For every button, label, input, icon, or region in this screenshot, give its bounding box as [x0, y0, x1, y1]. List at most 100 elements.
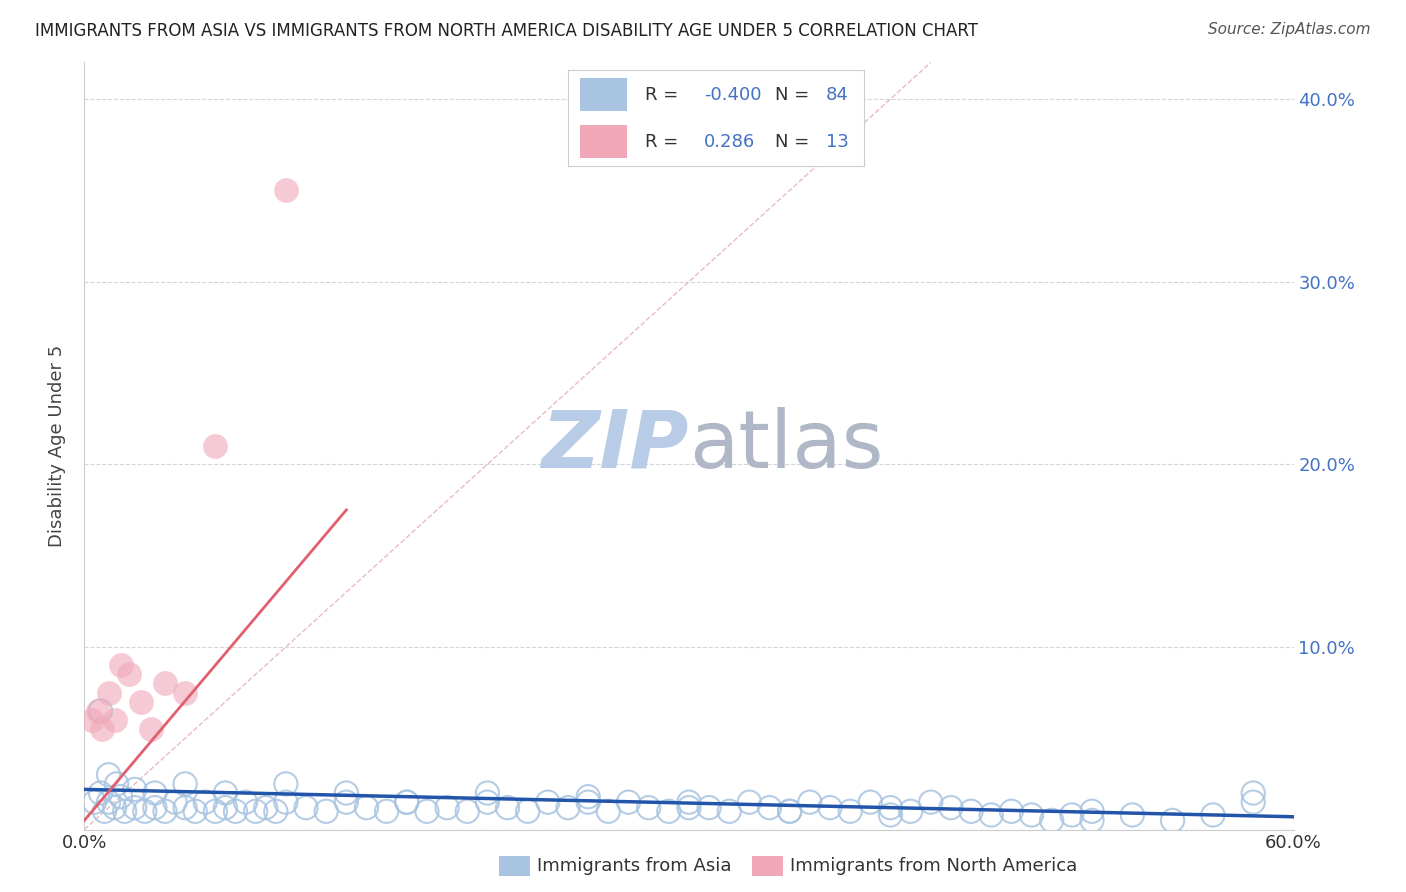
Point — [637, 800, 659, 814]
Point — [143, 786, 166, 800]
Point — [114, 805, 136, 819]
Point — [139, 722, 162, 736]
Point — [416, 805, 439, 819]
Point — [516, 805, 538, 819]
Point — [980, 808, 1002, 822]
Point — [697, 800, 720, 814]
Point — [153, 805, 176, 819]
Point — [718, 805, 741, 819]
Point — [758, 800, 780, 814]
Point — [678, 795, 700, 809]
Point — [93, 805, 115, 819]
Point — [91, 722, 114, 736]
Point — [295, 800, 318, 814]
Point — [1081, 805, 1104, 819]
Point — [274, 795, 297, 809]
Point — [598, 805, 620, 819]
Point — [274, 777, 297, 791]
Point — [104, 800, 127, 814]
Point — [124, 800, 146, 814]
Point — [274, 183, 297, 197]
Point — [264, 805, 287, 819]
Point — [83, 795, 105, 809]
Point — [1060, 808, 1083, 822]
Point — [87, 704, 110, 718]
Point — [97, 795, 120, 809]
Point — [1202, 808, 1225, 822]
Point — [839, 805, 862, 819]
Point — [174, 777, 197, 791]
Point — [110, 789, 132, 804]
Point — [879, 808, 901, 822]
Point — [204, 439, 226, 453]
Point — [799, 795, 821, 809]
Point — [118, 667, 141, 681]
Point — [335, 786, 357, 800]
Point — [1121, 808, 1143, 822]
Point — [537, 795, 560, 809]
Point — [97, 685, 120, 699]
Point — [920, 795, 942, 809]
Point — [1021, 808, 1043, 822]
Text: Immigrants from Asia: Immigrants from Asia — [537, 857, 731, 875]
Point — [939, 800, 962, 814]
Point — [335, 795, 357, 809]
Point — [194, 795, 217, 809]
Point — [617, 795, 640, 809]
Point — [960, 805, 983, 819]
Point — [859, 795, 882, 809]
Point — [477, 795, 499, 809]
Point — [557, 800, 579, 814]
Point — [879, 800, 901, 814]
Point — [678, 800, 700, 814]
Point — [395, 795, 418, 809]
Text: ZIP: ZIP — [541, 407, 689, 485]
Point — [245, 805, 267, 819]
Point — [1241, 786, 1264, 800]
Text: IMMIGRANTS FROM ASIA VS IMMIGRANTS FROM NORTH AMERICA DISABILITY AGE UNDER 5 COR: IMMIGRANTS FROM ASIA VS IMMIGRANTS FROM … — [35, 22, 979, 40]
Point — [576, 789, 599, 804]
Text: Source: ZipAtlas.com: Source: ZipAtlas.com — [1208, 22, 1371, 37]
Point — [818, 800, 841, 814]
Point — [174, 800, 197, 814]
Point — [1241, 795, 1264, 809]
Point — [110, 658, 132, 673]
Point — [436, 800, 458, 814]
Y-axis label: Disability Age Under 5: Disability Age Under 5 — [48, 345, 66, 547]
Point — [254, 800, 277, 814]
Point — [1161, 814, 1184, 828]
Point — [214, 800, 236, 814]
Point — [129, 695, 152, 709]
Point — [900, 805, 922, 819]
Point — [1081, 814, 1104, 828]
Point — [315, 805, 337, 819]
Point — [779, 805, 801, 819]
Point — [1040, 814, 1063, 828]
Point — [184, 805, 207, 819]
Point — [104, 713, 127, 727]
Point — [496, 800, 519, 814]
Text: atlas: atlas — [689, 407, 883, 485]
Point — [477, 786, 499, 800]
Point — [204, 805, 226, 819]
Point — [105, 777, 128, 791]
Point — [1000, 805, 1022, 819]
Point — [89, 786, 111, 800]
Point — [375, 805, 398, 819]
Point — [225, 805, 247, 819]
Text: Immigrants from North America: Immigrants from North America — [790, 857, 1077, 875]
Point — [214, 786, 236, 800]
Point — [89, 704, 111, 718]
Point — [456, 805, 478, 819]
Point — [174, 685, 197, 699]
Point — [356, 800, 378, 814]
Point — [134, 805, 156, 819]
Point — [779, 805, 801, 819]
Point — [235, 795, 257, 809]
Point — [82, 713, 104, 727]
Point — [143, 800, 166, 814]
Point — [124, 782, 146, 797]
Point — [97, 768, 120, 782]
Point — [165, 795, 187, 809]
Point — [576, 795, 599, 809]
